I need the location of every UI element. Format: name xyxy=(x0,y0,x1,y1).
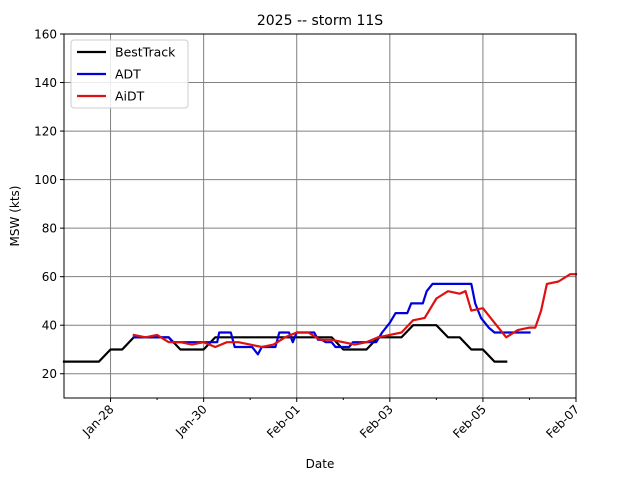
y-tick-label: 20 xyxy=(42,367,57,381)
legend-label-adt: ADT xyxy=(115,67,141,82)
legend: BestTrack ADT AiDT xyxy=(70,39,189,109)
y-tick-label: 120 xyxy=(34,125,57,139)
legend-label-aidt: AiDT xyxy=(115,89,145,104)
y-tick-label: 140 xyxy=(34,76,57,90)
y-tick-label: 60 xyxy=(42,270,57,284)
plot-area xyxy=(62,273,578,363)
y-axis-label: MSW (kts) xyxy=(8,186,22,247)
x-axis-label: Date xyxy=(306,457,335,471)
series-line-aidt xyxy=(132,273,578,349)
series-line-adt xyxy=(132,282,531,356)
legend-box xyxy=(70,39,189,109)
y-tick-label: 80 xyxy=(42,222,57,236)
chart-title: 2025 -- storm 11S xyxy=(257,13,383,29)
plot-frame xyxy=(63,33,577,399)
y-tick-label: 100 xyxy=(34,173,57,187)
series-line-besttrack xyxy=(62,324,508,363)
y-tick-label: 40 xyxy=(42,319,57,333)
y-axis: 20 40 60 80 100 120 140 160 xyxy=(34,28,64,381)
legend-label-besttrack: BestTrack xyxy=(115,45,176,60)
y-tick-label: 160 xyxy=(34,28,57,42)
